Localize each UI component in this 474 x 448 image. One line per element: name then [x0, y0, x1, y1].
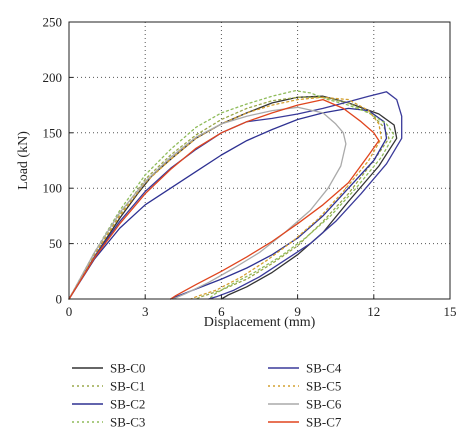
series-layer [68, 90, 403, 300]
y-tick-label: 200 [43, 70, 63, 85]
x-axis-title: Displacement (mm) [204, 315, 316, 330]
legend-label-sb-c1: SB-C1 [110, 379, 145, 394]
series-line-sb-c1 [68, 96, 390, 300]
legend-label-sb-c7: SB-C7 [306, 415, 342, 430]
plot-frame [68, 21, 451, 300]
series-line-sb-c5 [68, 96, 383, 300]
x-tick-label: 0 [66, 304, 73, 319]
y-tick-label: 0 [56, 292, 63, 307]
x-tick-label: 9 [294, 304, 301, 319]
series-line-sb-c3 [68, 90, 395, 300]
y-tick-label: 250 [43, 15, 63, 30]
grid-lines [69, 22, 450, 299]
y-axis-title: Load (kN) [16, 131, 31, 190]
x-tick-label: 6 [218, 304, 225, 319]
legend-label-sb-c6: SB-C6 [306, 397, 342, 412]
x-tick-label: 15 [444, 304, 457, 319]
legend-label-sb-c2: SB-C2 [110, 397, 145, 412]
legend: SB-C0 SB-C1 SB-C2 SB-C3 SB-C4 SB-C5 SB-C6 SB-C7 [72, 361, 342, 430]
y-tick-label: 100 [43, 181, 63, 196]
series-line-sb-c6 [68, 106, 347, 300]
x-tick-label: 12 [367, 304, 380, 319]
series-line-sb-c7 [68, 98, 380, 300]
y-tick-label: 50 [49, 236, 62, 251]
y-tick-label: 150 [43, 125, 63, 140]
legend-label-sb-c3: SB-C3 [110, 415, 145, 430]
series-line-sb-c2 [68, 107, 388, 300]
legend-label-sb-c4: SB-C4 [306, 361, 342, 376]
x-tick-label: 3 [142, 304, 149, 319]
legend-label-sb-c0: SB-C0 [110, 361, 145, 376]
legend-label-sb-c5: SB-C5 [306, 379, 341, 394]
